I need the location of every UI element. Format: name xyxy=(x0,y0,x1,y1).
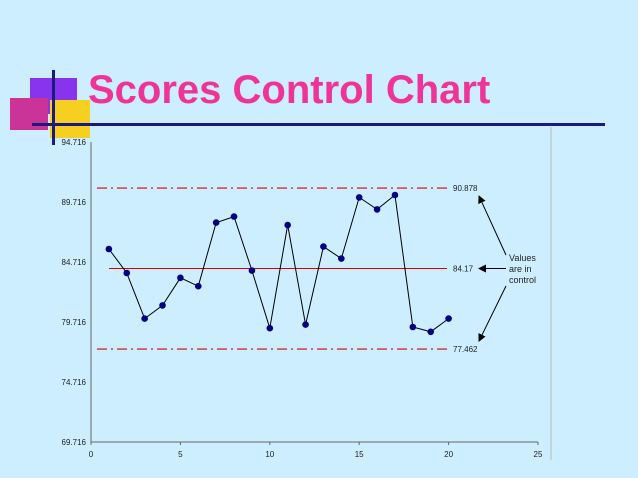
data-point xyxy=(212,219,220,226)
annotation-arrow-lower xyxy=(478,285,507,342)
data-point xyxy=(338,255,345,262)
series-line xyxy=(108,194,449,333)
y-tick-label: 74.716 xyxy=(62,378,87,387)
y-tick-label: 94.716 xyxy=(62,138,87,147)
x-tick-label: 0 xyxy=(89,450,94,459)
y-tick-label: 69.716 xyxy=(62,438,87,447)
data-point xyxy=(266,324,274,332)
y-tick-label: 79.716 xyxy=(62,318,87,327)
upper-control-limit-label: 90.878 xyxy=(453,184,478,193)
data-point xyxy=(177,274,184,282)
x-tick-label: 15 xyxy=(355,450,364,459)
data-point xyxy=(194,282,202,290)
data-point xyxy=(355,194,363,201)
data-point xyxy=(427,328,435,336)
data-point xyxy=(284,221,291,229)
annotation-line: Values xyxy=(509,253,536,263)
data-point xyxy=(391,191,399,199)
data-point xyxy=(159,302,166,309)
data-point xyxy=(123,269,131,277)
center-line-label: 84.17 xyxy=(453,265,474,274)
data-point xyxy=(302,321,309,328)
data-point xyxy=(248,267,256,274)
annotation-line: are in xyxy=(509,264,532,274)
data-point xyxy=(445,315,452,322)
lower-control-limit-label: 77.462 xyxy=(453,345,478,354)
x-tick-label: 10 xyxy=(265,450,274,459)
data-point xyxy=(373,206,381,213)
x-tick-label: 25 xyxy=(534,450,543,459)
annotation-line: control xyxy=(509,275,536,285)
x-tick-label: 20 xyxy=(444,450,453,459)
x-tick-label: 5 xyxy=(178,450,183,459)
annotation-arrow-upper xyxy=(478,195,507,256)
data-point xyxy=(141,315,148,322)
title-underline xyxy=(32,123,605,126)
page-title: Scores Control Chart xyxy=(88,68,491,112)
decor-vertical-line xyxy=(52,70,55,145)
data-point xyxy=(230,213,238,220)
data-point xyxy=(105,245,113,253)
y-tick-label: 84.716 xyxy=(62,258,87,267)
y-tick-label: 89.716 xyxy=(62,198,87,207)
decor-square-yellow xyxy=(50,100,90,138)
data-point xyxy=(409,323,417,331)
data-point xyxy=(320,243,327,250)
